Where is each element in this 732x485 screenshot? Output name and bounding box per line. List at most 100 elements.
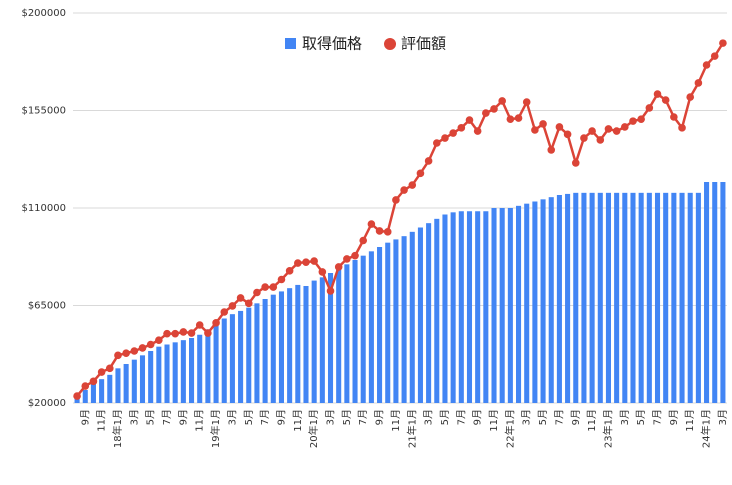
point (367, 220, 376, 228)
x-tick-label: 7月 (357, 409, 369, 425)
bar (524, 203, 530, 403)
bar (205, 329, 211, 403)
bar (720, 182, 726, 403)
point (539, 120, 547, 128)
point (244, 299, 253, 308)
point (302, 258, 310, 266)
point (146, 340, 155, 349)
bar (450, 212, 456, 403)
x-tick-label: 3月 (325, 409, 337, 425)
point (269, 283, 278, 291)
x-tick-label: 7月 (161, 409, 173, 425)
bar (573, 192, 579, 403)
bar (605, 192, 611, 403)
bar (262, 299, 268, 403)
bar (213, 322, 219, 403)
bar (254, 303, 260, 403)
point (351, 251, 359, 260)
bar (131, 359, 137, 403)
x-tick-label: 11月 (292, 409, 304, 432)
x-tick-label: 11月 (390, 409, 402, 432)
bar (156, 346, 162, 403)
point (629, 117, 637, 125)
point (318, 268, 327, 276)
point (277, 275, 286, 284)
x-tick-label: 9月 (275, 409, 287, 425)
bar (295, 284, 301, 403)
y-tick-label: $20000 (28, 398, 66, 409)
point (187, 329, 196, 337)
point (424, 157, 433, 165)
point (253, 288, 261, 297)
bar (442, 214, 448, 403)
x-tick-label: 9月 (472, 409, 484, 425)
point (506, 115, 515, 123)
bar (311, 280, 317, 403)
bar (663, 192, 669, 403)
point (498, 97, 506, 105)
x-tick-label: 9月 (374, 409, 386, 425)
point (359, 236, 368, 245)
point (73, 392, 81, 400)
bar (197, 334, 203, 403)
point (130, 347, 139, 355)
x-tick-label: 11月 (488, 409, 500, 432)
bar (491, 208, 497, 403)
bar (614, 192, 620, 403)
y-tick-label: $110000 (21, 203, 66, 214)
bar (540, 199, 546, 403)
bar (638, 192, 644, 403)
x-tick-label: 11月 (684, 409, 696, 432)
point (122, 349, 130, 357)
bar (238, 310, 244, 403)
bar (221, 318, 227, 403)
bar (695, 192, 701, 403)
bar (581, 192, 587, 403)
point (294, 259, 302, 267)
point (555, 123, 564, 131)
point (482, 109, 490, 117)
bar (327, 273, 334, 403)
point (465, 116, 474, 124)
bar (180, 340, 186, 403)
point (212, 319, 220, 327)
bar (229, 314, 235, 403)
point (432, 139, 441, 147)
point (449, 129, 457, 137)
bar (679, 192, 685, 403)
bar (646, 192, 652, 403)
bar (303, 286, 309, 403)
bar (164, 344, 170, 403)
bar (336, 268, 342, 403)
legend-label: 取得価格 (302, 35, 362, 53)
point (334, 263, 343, 271)
legend-label: 評価額 (401, 35, 446, 53)
y-tick-label: $200000 (21, 8, 66, 19)
point (514, 114, 523, 122)
point (400, 186, 408, 194)
x-tick-label: 5月 (243, 409, 255, 425)
x-tick-label: 23年1月 (601, 409, 614, 448)
x-tick-label: 5月 (439, 409, 451, 425)
bar (516, 205, 522, 403)
point (719, 39, 727, 47)
bar (246, 307, 252, 403)
point (408, 181, 417, 189)
point (163, 329, 171, 338)
bar (319, 277, 325, 403)
point (678, 124, 686, 132)
bar (189, 338, 195, 403)
bar (344, 264, 350, 403)
point (531, 126, 539, 134)
point (612, 127, 621, 135)
x-tick-label: 11月 (96, 409, 108, 432)
x-tick-label: 7月 (455, 409, 467, 425)
point (441, 134, 449, 142)
point (670, 113, 678, 121)
point (694, 79, 703, 87)
x-tick-label: 5月 (145, 409, 157, 425)
point (236, 294, 245, 302)
point (547, 146, 556, 154)
point (457, 124, 466, 132)
x-tick-label: 7月 (652, 409, 664, 425)
